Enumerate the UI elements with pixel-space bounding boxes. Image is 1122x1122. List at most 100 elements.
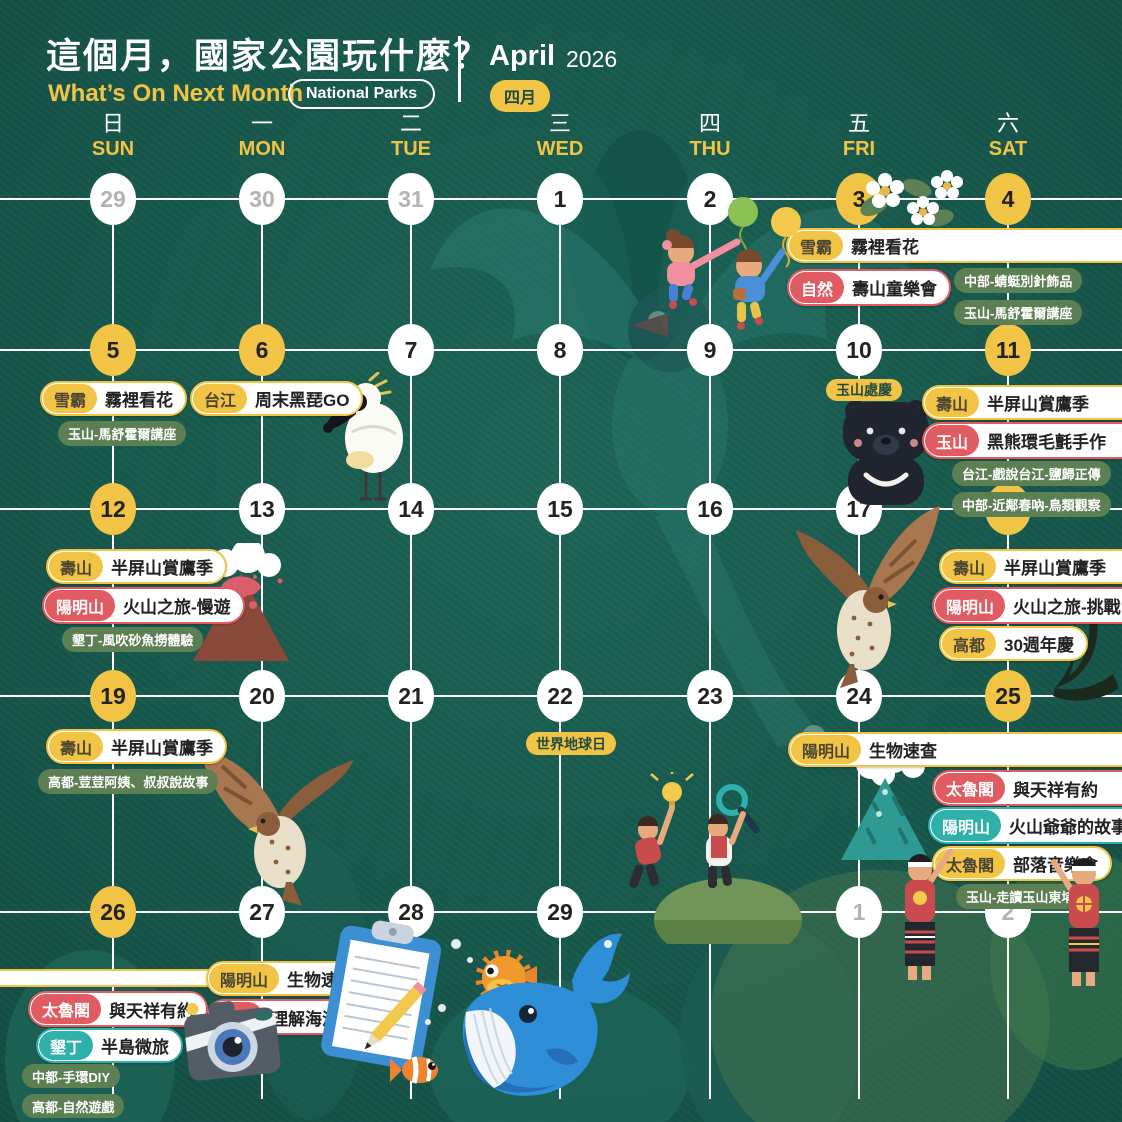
event-pill: 壽山 半屏山賞鷹季 bbox=[939, 549, 1122, 584]
event-park-tag: 自然 bbox=[790, 272, 845, 303]
event-park-tag: 墾丁 bbox=[39, 1031, 94, 1060]
event-park-tag: 高都 bbox=[942, 629, 997, 658]
event-park-tag: 陽明山 bbox=[935, 590, 1006, 621]
event-park-tag: 壽山 bbox=[925, 388, 980, 417]
event-park-tag: 太魯閣 bbox=[935, 773, 1006, 803]
national-parks-badge: National Parks bbox=[288, 79, 436, 109]
event-pill: 陽明山 火山之旅-挑戰 bbox=[932, 587, 1122, 624]
weekday-fri: 五 FRI bbox=[842, 111, 876, 161]
event-title: 周末黑琵GO bbox=[255, 391, 350, 410]
falcon-illustration bbox=[796, 506, 940, 688]
year-label: 2026 bbox=[566, 46, 618, 72]
children-balloons-illustration bbox=[662, 197, 801, 330]
date-cell: 30 bbox=[239, 173, 285, 225]
weekday-sun: 日 SUN bbox=[91, 111, 135, 161]
date-cell: 29 bbox=[90, 173, 136, 225]
date-cell: 1 bbox=[537, 173, 583, 225]
indigenous-dancer-illustration bbox=[1051, 858, 1099, 986]
event-park-tag: 玉山 bbox=[925, 425, 980, 456]
event-pill: 太魯閣 與天祥有約 bbox=[28, 991, 209, 1027]
date-cell: 25 bbox=[985, 670, 1031, 722]
date-cell: 6 bbox=[239, 324, 285, 376]
event-pill-secondary: 中部-蜻蜓別針飾品 bbox=[954, 268, 1083, 293]
event-park-tag: 壽山 bbox=[49, 552, 104, 581]
event-title: 黑熊環毛氈手作 bbox=[987, 433, 1107, 452]
event-title: 半屏山賞鷹季 bbox=[1004, 559, 1107, 578]
event-pill-secondary: 玉山-馬舒霍爾講座 bbox=[954, 300, 1083, 325]
date-cell: 10 bbox=[836, 324, 882, 376]
event-park-tag: 陽明山 bbox=[209, 964, 280, 993]
event-pill: 台江 周末黑琵GO bbox=[190, 381, 364, 416]
header-divider bbox=[458, 36, 461, 102]
event-park-tag: 雪霸 bbox=[789, 231, 844, 260]
date-cell: 22 bbox=[537, 670, 583, 722]
date-cell: 2 bbox=[687, 173, 733, 225]
weekday-mon: 一 MON bbox=[238, 111, 286, 161]
date-cell: 31 bbox=[388, 173, 434, 225]
event-pill: 壽山 半屏山賞鷹季 bbox=[46, 729, 228, 764]
date-cell: 24 bbox=[836, 670, 882, 722]
event-pill-highlight: 玉山處慶 bbox=[826, 379, 902, 401]
date-cell: 4 bbox=[985, 173, 1031, 225]
weekday-tue: 二 TUE bbox=[391, 111, 431, 161]
weekday-wed: 三 WED bbox=[536, 111, 584, 161]
date-cell: 20 bbox=[239, 670, 285, 722]
event-park-tag: 陽明山 bbox=[931, 810, 1002, 841]
event-title: 與天祥有約 bbox=[109, 1001, 195, 1021]
event-pill-secondary: 中都-手環DIY bbox=[22, 1064, 121, 1088]
event-pill-highlight: 世界地球日 bbox=[526, 732, 616, 755]
grid-line-vertical bbox=[709, 199, 711, 1099]
sculpture-illustration bbox=[1053, 598, 1119, 701]
event-title: 半屏山賞鷹季 bbox=[111, 559, 214, 578]
event-title: 半屏山賞鷹季 bbox=[111, 739, 214, 758]
page-subtitle: What’s On Next Month bbox=[48, 80, 304, 107]
grid-line-vertical bbox=[559, 199, 561, 1099]
clownfish-illustration bbox=[390, 1056, 438, 1084]
date-cell: 14 bbox=[388, 483, 434, 535]
event-pill: 壽山 半屏山賞鷹季 bbox=[46, 549, 228, 584]
month-chinese-pill: 四月 bbox=[490, 80, 551, 112]
event-pill: 玉山 黑熊環毛氈手作 bbox=[922, 422, 1122, 459]
event-park-tag: 太魯閣 bbox=[31, 994, 102, 1024]
date-cell: 9 bbox=[687, 324, 733, 376]
event-park-tag: 台江 bbox=[193, 384, 248, 413]
event-title: 30週年慶 bbox=[1004, 636, 1074, 655]
event-pill-secondary: 玉山-馬舒霍爾講座 bbox=[58, 421, 187, 446]
date-cell: 29 bbox=[537, 886, 583, 938]
event-park-tag: 陽明山 bbox=[45, 590, 116, 621]
event-pill-secondary: 中部-近鄰春吶-鳥類觀察 bbox=[952, 492, 1111, 517]
page-title: 這個月，國家公園玩什麼？ bbox=[46, 37, 491, 76]
hikers-illustration bbox=[629, 772, 802, 944]
event-pill: 雪霸 霧裡看花 bbox=[40, 381, 188, 416]
event-title: 半屏山賞鷹季 bbox=[987, 395, 1090, 414]
date-cell: 26 bbox=[90, 886, 136, 938]
event-park-tag: 壽山 bbox=[942, 552, 997, 581]
camera-illustration bbox=[177, 988, 287, 1095]
date-cell: 23 bbox=[687, 670, 733, 722]
weekday-sat: 六 SAT bbox=[988, 111, 1028, 161]
date-cell: 12 bbox=[90, 483, 136, 535]
event-pill: 雪霸 霧裡看花 bbox=[786, 228, 1122, 263]
eagle-illustration bbox=[200, 750, 354, 906]
black-bear-illustration bbox=[843, 400, 929, 505]
event-title: 與天祥有約 bbox=[1013, 780, 1099, 800]
event-title: 霧裡看花 bbox=[105, 391, 174, 410]
indigenous-dancer-illustration bbox=[905, 849, 953, 980]
event-title: 半島微旅 bbox=[101, 1038, 170, 1057]
date-cell: 16 bbox=[687, 483, 733, 535]
grid-line-vertical bbox=[410, 199, 412, 1099]
date-cell: 11 bbox=[985, 324, 1031, 376]
event-park-tag: 壽山 bbox=[49, 732, 104, 761]
event-title: 火山之旅-挑戰 bbox=[1013, 598, 1121, 617]
event-pill: 高都 30週年慶 bbox=[939, 626, 1088, 661]
event-title: 霧裡看花 bbox=[851, 238, 920, 257]
event-park-tag: 雪霸 bbox=[43, 384, 98, 413]
event-pill-secondary: 墾丁-風吹砂魚撈體驗 bbox=[62, 627, 204, 652]
date-cell: 8 bbox=[537, 324, 583, 376]
event-pill: 陽明山 生物速查 bbox=[788, 732, 1122, 767]
event-pill: 陽明山 火山爺爺的故事 bbox=[928, 807, 1122, 844]
event-pill-secondary: 高都-自然遊戲 bbox=[22, 1094, 125, 1118]
flowers-icon bbox=[860, 170, 963, 227]
date-cell: 21 bbox=[388, 670, 434, 722]
